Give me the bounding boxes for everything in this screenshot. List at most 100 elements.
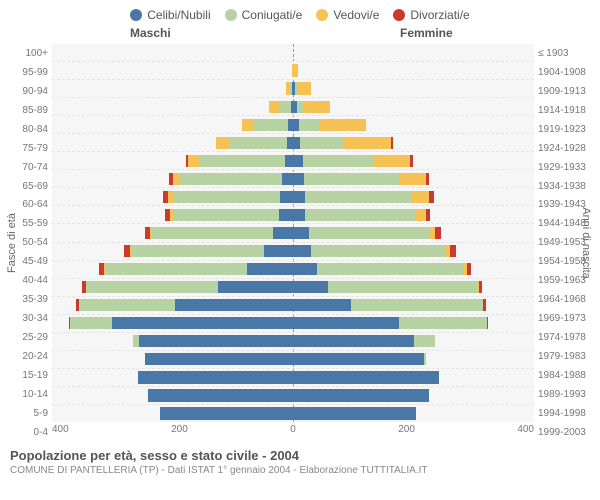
birth-tick: 1964-1968 [538,294,600,305]
bar-segment [426,209,431,221]
bar-segment [293,335,414,347]
y-axis-age: 100+95-9990-9485-8980-8475-7970-7465-696… [0,44,48,442]
male-half [52,155,293,167]
bar-segment [483,299,485,311]
male-half [52,191,293,203]
age-tick: 20-24 [0,351,48,362]
legend-label: Celibi/Nubili [147,8,210,22]
female-half [293,407,534,419]
birth-tick: 1944-1948 [538,218,600,229]
bar-segment [305,191,412,203]
age-tick: 75-79 [0,143,48,154]
bar-segment [293,407,416,419]
male-half [52,335,293,347]
bar-segment [86,281,219,293]
male-half [52,209,293,221]
x-axis: 4002000200400 [52,424,534,442]
birth-tick: 1989-1993 [538,389,600,400]
plot-area [52,44,534,422]
bar-segment [247,263,293,275]
age-tick: 5-9 [0,408,48,419]
female-half [293,227,534,239]
bar-segment [399,317,487,329]
pyramid-row [52,351,534,369]
bar-segment [173,209,279,221]
age-tick: 55-59 [0,218,48,229]
male-half [52,263,293,275]
male-half [52,173,293,185]
female-half [293,299,534,311]
age-tick: 45-49 [0,256,48,267]
female-half [293,263,534,275]
male-half [52,407,293,419]
bar-segment [303,155,373,167]
age-tick: 50-54 [0,237,48,248]
bar-segment [293,173,304,185]
female-half [293,317,534,329]
bar-segment [293,191,305,203]
male-half [52,281,293,293]
female-half [293,155,534,167]
male-half [52,317,293,329]
bar-segment [311,245,446,257]
male-half [52,227,293,239]
male-half [52,353,293,365]
legend-swatch [316,9,328,21]
bar-segment [293,371,439,383]
x-tick: 0 [290,424,296,442]
male-half [52,371,293,383]
bar-segment [293,227,309,239]
female-half [293,101,534,113]
pyramid-row [52,369,534,387]
birth-tick: 1974-1978 [538,332,600,343]
legend-item: Coniugati/e [225,8,303,22]
bar-segment [280,191,293,203]
female-half [293,46,534,58]
male-half [52,101,293,113]
legend: Celibi/NubiliConiugati/eVedovi/eDivorzia… [0,0,600,26]
legend-label: Coniugati/e [242,8,303,22]
bar-segment [487,317,488,329]
pyramid-row [52,315,534,333]
age-tick: 90-94 [0,86,48,97]
bar-segment [148,389,293,401]
bar-segment [293,299,351,311]
x-tick: 200 [171,424,188,442]
bar-segment [173,173,180,185]
bar-segment [399,173,426,185]
age-tick: 40-44 [0,275,48,286]
bar-segment [188,155,199,167]
bar-segment [309,227,430,239]
bar-segment [391,137,393,149]
birth-tick: 1929-1933 [538,162,600,173]
legend-swatch [393,9,405,21]
bar-segment [297,82,311,94]
bar-segment [279,101,291,113]
female-half [293,191,534,203]
pyramid-row [52,224,534,242]
bar-segment [218,281,293,293]
birth-tick: 1969-1973 [538,313,600,324]
bar-segment [299,119,319,131]
pyramid-row [52,261,534,279]
female-half [293,209,534,221]
legend-swatch [130,9,142,21]
female-half [293,82,534,94]
bar-segment [160,407,293,419]
bar-segment [293,317,399,329]
pyramid-row [52,206,534,224]
bar-segment [344,137,391,149]
bar-segment [320,119,367,131]
age-tick: 0-4 [0,427,48,438]
bar-segment [429,191,434,203]
bar-segment [229,137,287,149]
bar-segment [173,191,280,203]
footer-title: Popolazione per età, sesso e stato civil… [10,448,590,463]
bar-segment [479,281,483,293]
male-half [52,82,293,94]
male-half [52,64,293,76]
bar-segment [414,335,436,347]
female-half [293,137,534,149]
age-tick: 70-74 [0,162,48,173]
birth-tick: 1954-1958 [538,256,600,267]
